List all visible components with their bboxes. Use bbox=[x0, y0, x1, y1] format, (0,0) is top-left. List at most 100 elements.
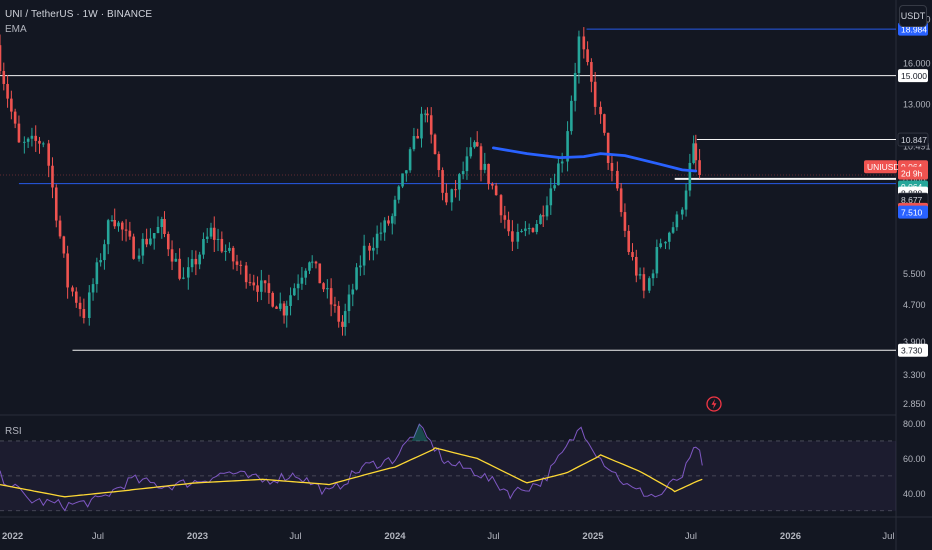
time-tick-label: 2026 bbox=[780, 531, 801, 542]
candle-body bbox=[539, 215, 542, 225]
candle-body bbox=[684, 190, 688, 210]
candle-body bbox=[416, 136, 420, 139]
candle-body bbox=[82, 309, 86, 318]
candle-body bbox=[582, 36, 586, 50]
candle-body bbox=[368, 245, 371, 251]
rsi-ma-line[interactable] bbox=[0, 447, 703, 498]
candle-body bbox=[87, 292, 91, 318]
candle-body bbox=[209, 227, 213, 237]
candle-body bbox=[17, 123, 21, 143]
candle-body bbox=[454, 189, 457, 191]
candle-body bbox=[41, 143, 45, 145]
candle-body bbox=[516, 231, 520, 242]
currency-selector-button[interactable]: USDT bbox=[899, 5, 927, 27]
ema-indicator-label[interactable]: EMA bbox=[5, 24, 27, 35]
candle-body bbox=[6, 83, 9, 99]
candle-body bbox=[473, 142, 476, 148]
svg-text:UNIUSDT: UNIUSDT bbox=[867, 162, 905, 172]
candle-body bbox=[465, 156, 469, 172]
candle-body bbox=[231, 247, 235, 262]
time-tick-label: 2022 bbox=[2, 531, 23, 542]
candle-body bbox=[651, 273, 655, 279]
candle-body bbox=[383, 220, 386, 233]
candle-body bbox=[182, 277, 185, 279]
candle-body bbox=[110, 220, 114, 222]
candle-body bbox=[282, 303, 286, 316]
rsi-tick-label: 80.00 bbox=[903, 419, 926, 429]
candle-body bbox=[441, 170, 444, 193]
price-tick-label: 2.850 bbox=[903, 399, 926, 409]
price-tick-label: 16.000 bbox=[903, 58, 931, 68]
candle-body bbox=[397, 186, 401, 200]
candle-body bbox=[487, 163, 490, 184]
price-tick-label: 10.491 bbox=[903, 142, 931, 152]
candle-body bbox=[566, 131, 569, 162]
candle-body bbox=[362, 245, 366, 266]
time-tick-label: 2023 bbox=[187, 531, 208, 542]
svg-text:15.000: 15.000 bbox=[901, 71, 927, 81]
candle-body bbox=[304, 270, 308, 278]
candle-body bbox=[511, 231, 514, 242]
candle-body bbox=[401, 173, 404, 187]
candle-body bbox=[141, 238, 145, 256]
price-tick-label: 3.300 bbox=[903, 370, 926, 380]
candle-body bbox=[30, 135, 34, 139]
lightning-icon[interactable] bbox=[706, 396, 722, 412]
rsi-indicator-label[interactable]: RSI bbox=[5, 426, 22, 437]
candle-body bbox=[631, 252, 634, 257]
candle-body bbox=[216, 238, 220, 240]
time-tick-label: Jul bbox=[289, 531, 301, 542]
candle-body bbox=[235, 261, 239, 265]
rsi-tick-label: 40.00 bbox=[903, 489, 926, 499]
candle-body bbox=[38, 140, 41, 144]
candle-body bbox=[285, 305, 289, 316]
candle-body bbox=[124, 229, 128, 231]
candle-body bbox=[198, 254, 201, 265]
candle-body bbox=[503, 215, 507, 220]
candle-body bbox=[553, 185, 556, 189]
svg-text:7.510: 7.510 bbox=[901, 207, 923, 217]
candle-body bbox=[26, 138, 30, 142]
candle-body bbox=[244, 265, 248, 283]
candle-body bbox=[178, 258, 181, 279]
candle-body bbox=[671, 227, 675, 233]
candle-body bbox=[256, 285, 259, 292]
time-tick-label: Jul bbox=[92, 531, 104, 542]
ema-line[interactable] bbox=[492, 146, 698, 173]
candle-body bbox=[586, 49, 589, 63]
price-label: 8.677 bbox=[897, 192, 929, 207]
candle-body bbox=[393, 199, 397, 217]
rsi-tick-label: 60.00 bbox=[903, 454, 926, 464]
candle-body bbox=[655, 247, 659, 274]
candle-body bbox=[458, 174, 461, 190]
price-label: 15.000 bbox=[898, 69, 928, 83]
time-tick-label: Jul bbox=[487, 531, 499, 542]
candle-body bbox=[314, 261, 318, 264]
price-label: 10.847 bbox=[897, 132, 929, 147]
rsi-line[interactable] bbox=[0, 423, 703, 512]
candle-body bbox=[296, 283, 300, 289]
candle-body bbox=[469, 147, 473, 157]
candle-body bbox=[220, 238, 224, 252]
svg-text:8.677: 8.677 bbox=[901, 195, 923, 205]
candle-body bbox=[260, 280, 263, 292]
candle-body bbox=[616, 170, 619, 189]
candle-body bbox=[248, 282, 252, 284]
candle-body bbox=[329, 288, 333, 305]
candle-body bbox=[347, 294, 351, 312]
candle-body bbox=[74, 291, 78, 303]
candle-body bbox=[174, 258, 178, 262]
candle-body bbox=[34, 135, 38, 141]
candle-body bbox=[647, 278, 651, 291]
candle-body bbox=[267, 283, 271, 293]
price-tick-label: 4.700 bbox=[903, 300, 926, 310]
candle-body bbox=[531, 228, 535, 232]
candle-body bbox=[163, 219, 166, 234]
candle-body bbox=[95, 262, 99, 285]
candle-body bbox=[610, 162, 614, 171]
candle-body bbox=[405, 170, 408, 174]
candle-body bbox=[300, 277, 304, 284]
svg-text:18.984: 18.984 bbox=[901, 24, 927, 34]
candle-body bbox=[545, 205, 549, 217]
